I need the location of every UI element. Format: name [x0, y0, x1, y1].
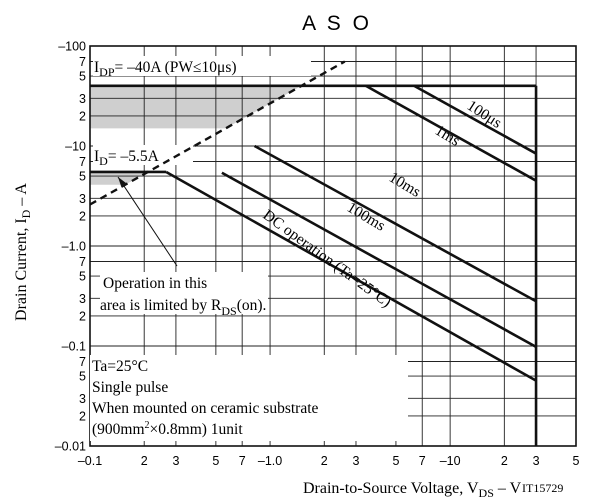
- x-axis-label: Drain-to-Source Voltage, VDS – V: [303, 480, 522, 500]
- y-axis-label: Drain Current, ID – A: [13, 183, 33, 321]
- y-tick-label: 5: [79, 70, 86, 84]
- x-tick-label: 2: [321, 454, 328, 468]
- idp-label-box: [93, 56, 311, 76]
- plot-frame: [89, 45, 577, 447]
- rds-on-limit-line: [89, 60, 346, 206]
- x-tick-label: –1.0: [258, 454, 282, 468]
- curve-dc: [165, 170, 537, 382]
- x-tick-label: 3: [533, 454, 540, 468]
- x-tick-label: –10: [440, 454, 461, 468]
- y-tick-label: 2: [79, 109, 86, 123]
- curve-10ms: [253, 144, 537, 303]
- y-tick-label: 2: [79, 309, 86, 323]
- y-tick-label: –100: [58, 40, 86, 54]
- figure-code: IT15729: [522, 481, 563, 495]
- op-annotation-line1: Operation in this: [103, 275, 207, 292]
- cond-pulse: Single pulse: [92, 379, 168, 396]
- y-tick-label: 3: [79, 192, 86, 206]
- cond-mount: When mounted on ceramic substrate: [92, 400, 319, 417]
- x-tick-label: 5: [212, 454, 219, 468]
- cond-substrate: (900mm2×0.8mm) 1unit: [92, 420, 243, 438]
- curve-1ms: [365, 84, 537, 182]
- y-tick-label: 3: [79, 392, 86, 406]
- x-tick-label: 3: [172, 454, 179, 468]
- x-tick-label: 5: [573, 454, 580, 468]
- y-tick-label: 2: [79, 409, 86, 423]
- chart-title: A S O: [302, 12, 372, 35]
- cond-ta: Ta=25°C: [92, 358, 148, 375]
- y-tick-label: 7: [79, 255, 86, 269]
- y-tick-label: –0.01: [55, 440, 86, 454]
- x-tick-label: 2: [141, 454, 148, 468]
- y-tick-label: 3: [79, 292, 86, 306]
- y-tick-label: –1.0: [62, 240, 86, 254]
- y-tick-label: 7: [79, 55, 86, 69]
- y-tick-label: 5: [79, 270, 86, 284]
- curve-label-10ms: 10ms: [386, 169, 424, 201]
- y-tick-label: 7: [79, 355, 86, 369]
- x-tick-label: 2: [501, 454, 508, 468]
- curve-label-100ms: 100ms: [344, 199, 388, 235]
- shaded-region-upper: [90, 85, 302, 129]
- idp-label: IDP= –40A (PW≤10μs): [94, 59, 237, 79]
- x-tick-label: 7: [419, 454, 426, 468]
- curve-100us: [413, 84, 537, 155]
- x-tick-label: 3: [353, 454, 360, 468]
- op-annotation-box: [100, 272, 268, 314]
- x-tick-label: 7: [239, 454, 246, 468]
- y-axis-label-sub: D: [19, 209, 33, 218]
- y-tick-label: –10: [65, 140, 86, 154]
- id-label: ID= –5.5A: [94, 148, 160, 168]
- op-annotation-arrowhead: [118, 177, 126, 186]
- curve-label-100us: 100μs: [464, 97, 505, 132]
- y-tick-label: 7: [79, 155, 86, 169]
- op-annotation-line2: area is limited by RDS(on).: [100, 297, 266, 318]
- y-tick-label: –0.1: [62, 340, 86, 354]
- op-annotation-arrow: [117, 176, 178, 267]
- y-tick-label: 2: [79, 209, 86, 223]
- y-tick-label: 5: [79, 370, 86, 384]
- x-tick-label: 5: [392, 454, 399, 468]
- x-axis-label-sub: DS: [479, 486, 494, 500]
- curve-100ms: [221, 171, 537, 349]
- y-tick-label: 5: [79, 170, 86, 184]
- conditions-box: [90, 355, 408, 441]
- x-tick-label: –0.1: [78, 454, 102, 468]
- y-tick-label: 3: [79, 92, 86, 106]
